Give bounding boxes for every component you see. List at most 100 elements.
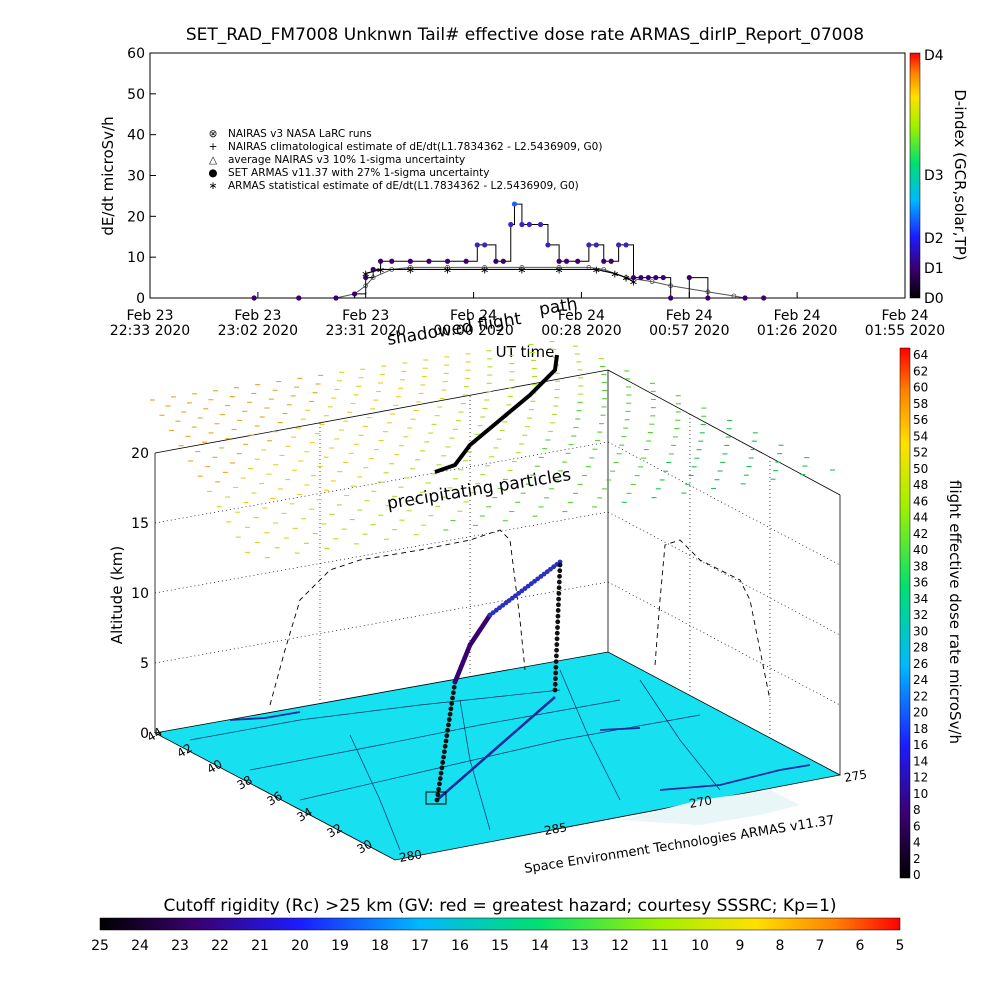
y-tick-label: 0 bbox=[136, 291, 145, 307]
series-nairas-point bbox=[623, 275, 629, 280]
y-tick-label: 10 bbox=[127, 250, 145, 266]
flight-point bbox=[441, 749, 447, 755]
series-armas-point bbox=[377, 258, 384, 264]
dose-tick-label: 42 bbox=[913, 527, 928, 541]
cutoff-tick-label: 16 bbox=[451, 938, 469, 954]
series-armas-point bbox=[493, 258, 499, 264]
x-tick-date: Feb 23 bbox=[126, 308, 173, 324]
dose-tick-label: 58 bbox=[913, 397, 928, 411]
dose-tick-label: 20 bbox=[913, 706, 928, 720]
legend-symbol: △ bbox=[209, 154, 218, 166]
cutoff-tick-label: 20 bbox=[291, 938, 309, 954]
series-armas-point bbox=[686, 274, 692, 281]
dindex-tick-label: D1 bbox=[924, 261, 944, 277]
latitude-tick-label: 30 bbox=[355, 837, 375, 857]
map-gulf bbox=[620, 790, 800, 825]
flight-point bbox=[553, 670, 559, 676]
dose-tick-label: 16 bbox=[913, 738, 928, 752]
series-armas-point bbox=[251, 295, 257, 301]
legend-entry: NAIRAS v3 NASA LaRC runs bbox=[228, 128, 372, 140]
y-tick-label: 40 bbox=[127, 128, 145, 144]
series-armas-point bbox=[407, 258, 413, 264]
series-stat-point: ∗ bbox=[610, 268, 619, 281]
series-armas-point bbox=[653, 274, 659, 281]
flight-point bbox=[446, 722, 451, 728]
legend-symbol: + bbox=[209, 141, 218, 153]
flight-point bbox=[447, 711, 453, 717]
altitude-tick-label: 20 bbox=[131, 446, 149, 462]
cutoff-tick-label: 19 bbox=[331, 938, 349, 954]
cutoff-tick-label: 18 bbox=[371, 938, 389, 954]
series-stat-point: ∗ bbox=[629, 276, 638, 289]
x-tick-time: 23:31 2020 bbox=[325, 323, 405, 339]
cutoff-tick-label: 21 bbox=[251, 938, 269, 954]
series-armas-point bbox=[526, 221, 532, 228]
series-stat-point: ∗ bbox=[621, 272, 630, 285]
timeseries-series: ∗ ∗ ∗ ∗ ∗ ∗ ∗ ∗ ∗ ∗∗ bbox=[251, 201, 767, 301]
flight-point bbox=[451, 684, 457, 690]
dose-tick-label: 54 bbox=[913, 429, 928, 443]
longitude-tick-label: 280 bbox=[398, 847, 423, 865]
flight-point bbox=[556, 596, 562, 602]
series-armas-point bbox=[645, 274, 651, 281]
series-stat-point: ∗ bbox=[480, 263, 489, 276]
dindex-tick-label: D0 bbox=[924, 291, 944, 307]
dose-tick-label: 46 bbox=[913, 494, 928, 508]
series-armas-point bbox=[593, 242, 599, 248]
map-state-borders bbox=[189, 669, 721, 851]
flight-point bbox=[434, 797, 440, 803]
flight-point bbox=[435, 792, 441, 798]
latitude-tick-label: 36 bbox=[265, 789, 285, 809]
series-armas-point bbox=[761, 295, 767, 301]
series-armas-point bbox=[660, 274, 666, 281]
y-tick-label: 60 bbox=[127, 46, 145, 62]
dose-tick-label: 32 bbox=[913, 608, 928, 622]
projected-top-path bbox=[434, 354, 559, 474]
flight-point bbox=[437, 781, 442, 787]
legend-symbol: ● bbox=[208, 167, 217, 179]
dose-tick-label: 50 bbox=[913, 462, 928, 476]
x-tick-date: Feb 24 bbox=[881, 308, 928, 324]
x-tick-time: 00:28 2020 bbox=[541, 323, 621, 339]
dose-colorbar-label: flight effective dose rate microSv/h bbox=[946, 480, 964, 744]
series-armas-point bbox=[500, 258, 506, 264]
flight-point bbox=[556, 591, 562, 596]
longitude-tick-label: 270 bbox=[688, 793, 713, 811]
latitude-tick-label: 44 bbox=[145, 725, 165, 745]
cutoff-tick-label: 6 bbox=[856, 938, 865, 954]
cutoff-colorbar bbox=[99, 917, 901, 931]
flight-point bbox=[554, 642, 560, 647]
cutoff-tick-label: 17 bbox=[411, 938, 429, 954]
cutoff-tick-label: 24 bbox=[131, 938, 149, 954]
flight-point bbox=[446, 717, 452, 722]
series-armas-point bbox=[616, 242, 622, 248]
altitude-tick-label: 10 bbox=[131, 586, 149, 602]
x-tick-time: 01:26 2020 bbox=[757, 323, 837, 339]
series-stat-line bbox=[365, 268, 634, 283]
cutoff-tick-label: 8 bbox=[776, 938, 785, 954]
flight-point bbox=[553, 659, 559, 664]
latitude-tick-label: 38 bbox=[235, 773, 255, 793]
series-armas-point bbox=[601, 258, 607, 264]
projection-curves bbox=[269, 529, 771, 706]
series-armas-point bbox=[608, 258, 614, 264]
dose-tick-label: 60 bbox=[913, 381, 928, 395]
dose-tick-label: 2 bbox=[913, 852, 921, 866]
x-tick-date: Feb 24 bbox=[666, 308, 713, 324]
altitude-label: Altitude (km) bbox=[108, 546, 126, 644]
flight-point bbox=[553, 653, 559, 659]
flight-point bbox=[555, 625, 560, 630]
series-stat-point: ∗ bbox=[555, 263, 564, 276]
series-armas-point bbox=[668, 295, 674, 301]
flight-point bbox=[557, 573, 562, 579]
cutoff-tick-label: 15 bbox=[491, 938, 509, 954]
series-nairas-point bbox=[649, 279, 655, 285]
cutoff-tick-label: 25 bbox=[91, 938, 109, 954]
series-armas-point bbox=[545, 242, 551, 248]
series-armas-point bbox=[556, 258, 562, 264]
flight-point bbox=[554, 636, 560, 642]
x-tick-date: Feb 24 bbox=[450, 308, 497, 324]
flight-point bbox=[450, 690, 456, 696]
